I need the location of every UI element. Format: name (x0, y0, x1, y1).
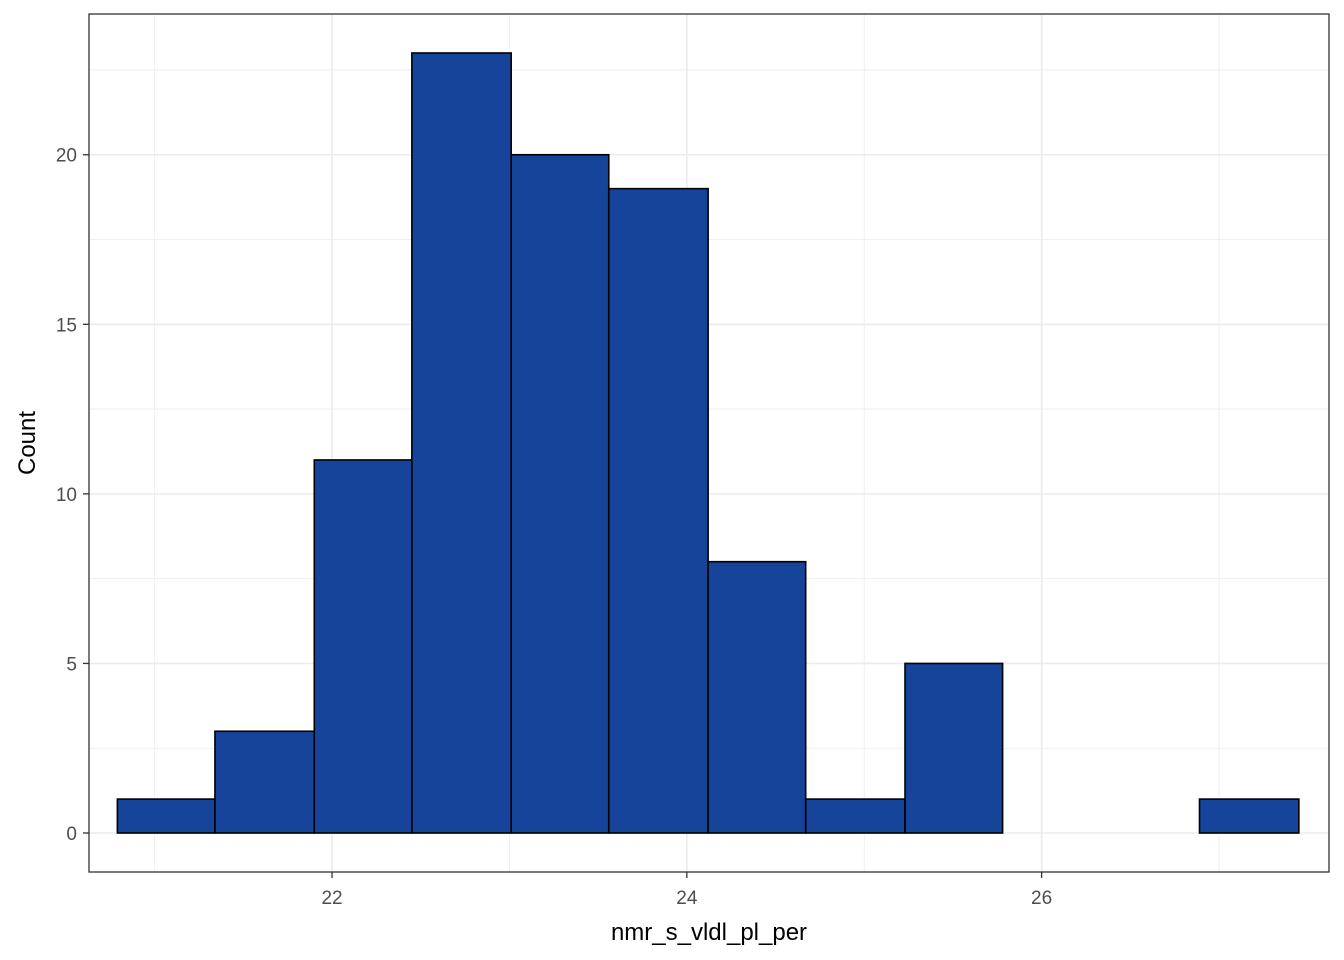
y-axis: 0 5 10 15 20 (56, 146, 89, 845)
y-tick-label: 10 (56, 485, 77, 506)
histogram-bar (411, 52, 513, 834)
y-tick-label: 15 (56, 315, 77, 336)
x-tick-label: 22 (321, 888, 342, 909)
x-tick-label: 24 (676, 888, 698, 909)
panel-border (88, 13, 1330, 873)
histogram-bar (313, 459, 413, 834)
y-tick-label: 0 (66, 824, 77, 845)
histogram-bar (904, 662, 1004, 834)
x-tick-label: 26 (1031, 888, 1052, 909)
y-tick-label: 5 (66, 654, 77, 675)
histogram-bar (607, 187, 709, 834)
x-axis-title: nmr_s_vldl_pl_per (611, 919, 807, 946)
y-axis-title: Count (14, 411, 41, 475)
histogram-bar (1198, 798, 1300, 834)
histogram-bar (804, 798, 906, 834)
histogram-bar (707, 560, 807, 834)
histogram-bar (116, 798, 216, 834)
histogram-bars (116, 52, 1300, 834)
histogram-bar (214, 730, 316, 834)
y-tick-label: 20 (56, 146, 77, 167)
x-axis: 22 24 26 (321, 872, 1052, 909)
histogram-bar (510, 153, 610, 834)
